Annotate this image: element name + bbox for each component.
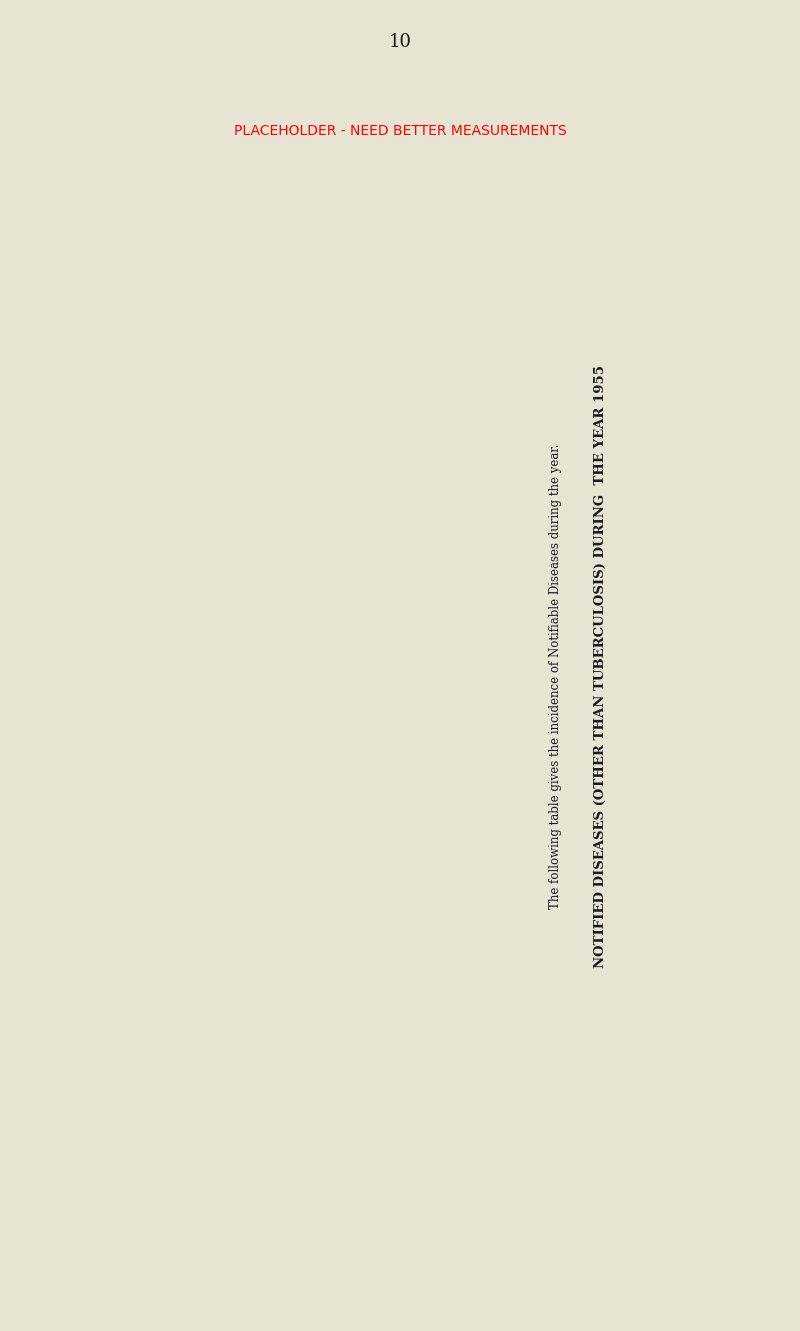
- Text: PLACEHOLDER - NEED BETTER MEASUREMENTS: PLACEHOLDER - NEED BETTER MEASUREMENTS: [234, 124, 566, 138]
- Text: The following table gives the incidence of Notifiable Diseases during the year.: The following table gives the incidence …: [549, 443, 562, 909]
- Text: NOTIFIED DISEASES (OTHER THAN TUBERCULOSIS) DURING  THE YEAR 1955: NOTIFIED DISEASES (OTHER THAN TUBERCULOS…: [594, 365, 606, 968]
- Text: 10: 10: [389, 33, 411, 51]
